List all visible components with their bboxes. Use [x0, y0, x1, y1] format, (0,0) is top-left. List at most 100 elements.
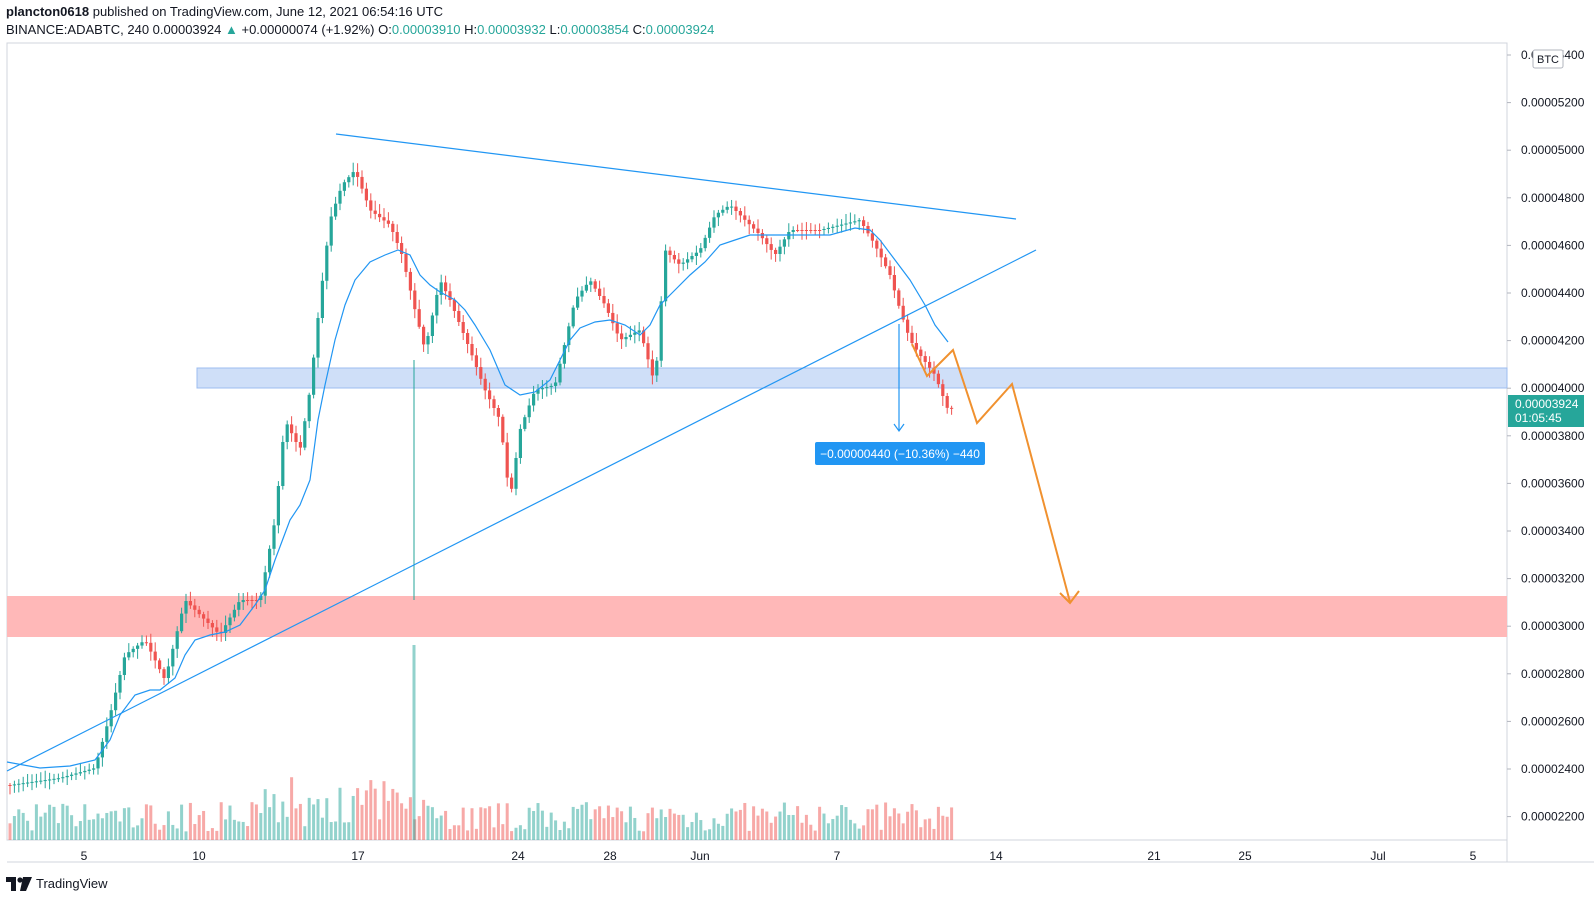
- candle-body: [162, 669, 166, 678]
- volume-bar: [215, 830, 219, 840]
- volume-bar: [474, 828, 478, 840]
- candle-body: [250, 600, 254, 601]
- volume-bars: [8, 645, 954, 840]
- volume-bar: [756, 815, 760, 840]
- resistance-zone[interactable]: [196, 367, 1508, 389]
- volume-bar: [281, 801, 285, 840]
- publisher-name[interactable]: plancton0618: [6, 4, 90, 19]
- candle-body: [540, 388, 544, 390]
- volume-bar: [347, 822, 351, 840]
- currency-tag[interactable]: BTC: [1532, 49, 1564, 69]
- moving-average-line[interactable]: [6, 227, 949, 769]
- support-zone[interactable]: [7, 596, 1507, 637]
- published-text: published on TradingView.com, June 12, 2…: [92, 4, 443, 19]
- volume-bar: [228, 805, 232, 840]
- volume-bar: [241, 821, 245, 840]
- volume-bar: [276, 822, 280, 840]
- volume-bar: [778, 811, 782, 840]
- volume-bar: [334, 821, 338, 840]
- candle-body: [492, 399, 496, 408]
- candle-body: [584, 284, 588, 291]
- volume-bar: [246, 826, 250, 840]
- volume-bar: [637, 830, 641, 840]
- time-axis-label: 25: [1238, 849, 1252, 863]
- candle-body: [554, 382, 558, 386]
- candle-body: [364, 188, 368, 201]
- volume-bar: [655, 818, 659, 840]
- volume-bar: [624, 822, 628, 840]
- candle-body: [650, 359, 654, 376]
- candle-body: [505, 442, 509, 478]
- candle-body: [470, 344, 474, 356]
- time-axis-label: 14: [989, 849, 1003, 863]
- candle-body: [576, 296, 580, 308]
- projection-path[interactable]: [911, 343, 1071, 603]
- candle-body: [334, 203, 338, 217]
- candle-body: [593, 281, 597, 289]
- candle-body: [870, 233, 874, 241]
- candle-body: [259, 595, 263, 600]
- candle-body: [818, 230, 822, 231]
- volume-bar: [210, 828, 214, 840]
- measure-label-box[interactable]: −0.00000440 (−10.36%) −440: [815, 442, 985, 465]
- candle-body: [527, 405, 531, 418]
- candle-body: [400, 243, 404, 254]
- volume-bar: [950, 807, 954, 840]
- volume-bar: [448, 828, 452, 840]
- volume-bar: [791, 814, 795, 840]
- volume-bar: [285, 816, 289, 840]
- volume-bar: [840, 805, 844, 840]
- candle-body: [699, 248, 703, 253]
- candle-body: [774, 249, 778, 254]
- volume-bar: [677, 814, 681, 840]
- candle-body: [184, 601, 188, 614]
- candle-body: [430, 315, 434, 336]
- tradingview-logo[interactable]: TradingView: [6, 876, 108, 891]
- volume-bar: [690, 821, 694, 840]
- high-value: 0.00003932: [477, 22, 546, 37]
- volume-bar: [351, 795, 355, 840]
- candle-body: [114, 692, 118, 711]
- volume-bar: [360, 804, 364, 840]
- last-price-value: 0.00003924: [1515, 397, 1579, 411]
- volume-bar: [562, 821, 566, 840]
- volume-bar: [65, 805, 69, 840]
- candle-body: [347, 177, 351, 183]
- candle-body: [232, 609, 236, 618]
- volume-bar: [496, 803, 500, 840]
- volume-bar: [162, 825, 166, 840]
- volume-bar: [52, 806, 56, 840]
- volume-bar: [738, 809, 742, 840]
- candle-body: [734, 206, 738, 211]
- price-axis-label: 0.00002400: [1521, 762, 1585, 776]
- volume-bar: [813, 830, 817, 840]
- time-axis-label: Jul: [1370, 849, 1385, 863]
- volume-bar: [787, 814, 791, 840]
- candle-body: [879, 248, 883, 258]
- volume-bar: [122, 808, 126, 840]
- candle-body: [624, 337, 628, 340]
- symbol-label[interactable]: BINANCE:ADABTC, 240: [6, 22, 150, 37]
- candle-body: [831, 226, 835, 228]
- volume-bar-spike: [412, 645, 416, 840]
- candle-body: [796, 230, 800, 231]
- volume-bar: [646, 813, 650, 840]
- candle-body: [210, 623, 214, 628]
- candle-body: [131, 648, 135, 653]
- time-axis[interactable]: 5 10 17 24 28 Jun 7 14 21 25 Jul 5: [81, 849, 1477, 863]
- candle-body: [325, 245, 329, 281]
- volume-bar: [642, 831, 646, 840]
- volume-bar: [589, 819, 593, 840]
- volume-bar: [936, 806, 940, 840]
- price-axis[interactable]: 0.000054000.000052000.000050000.00004800…: [1507, 48, 1585, 824]
- candle-body: [241, 600, 245, 603]
- candle-body: [452, 300, 456, 311]
- price-axis-label: 0.00003400: [1521, 524, 1585, 538]
- descending-trendline[interactable]: [335, 133, 1017, 220]
- candle-body: [545, 387, 549, 389]
- candle-body: [303, 421, 307, 448]
- ascending-trendline[interactable]: [6, 249, 1037, 772]
- volume-bar: [206, 831, 210, 840]
- candle-body: [906, 319, 910, 333]
